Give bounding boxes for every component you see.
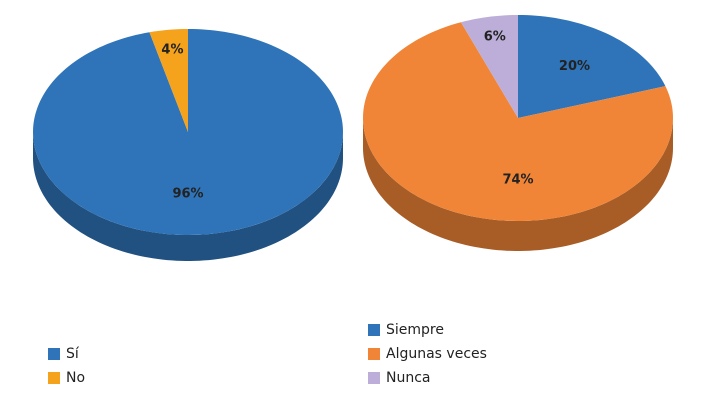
- value-label: 6%: [484, 30, 506, 45]
- legend-label: Nunca: [386, 370, 431, 386]
- legend-label: No: [66, 370, 85, 386]
- value-label: 20%: [559, 59, 590, 74]
- legend-swatch: [48, 372, 60, 384]
- legend-label: Algunas veces: [386, 346, 487, 362]
- legend-swatch: [368, 372, 380, 384]
- legend-swatch: [368, 348, 380, 360]
- legend-label: Siempre: [386, 322, 444, 338]
- legend-swatch: [48, 348, 60, 360]
- legend-label: Sí: [66, 346, 80, 362]
- pie-slice: [363, 22, 673, 221]
- pie-side: [363, 118, 673, 251]
- pie-slice: [33, 29, 343, 235]
- pie-slice: [149, 29, 188, 132]
- pie-side: [33, 132, 343, 261]
- value-label: 4%: [161, 43, 183, 58]
- pie-slice: [518, 15, 666, 118]
- legend-swatch: [368, 324, 380, 336]
- pie-slice: [460, 15, 518, 118]
- value-label: 96%: [172, 186, 203, 201]
- value-label: 74%: [502, 172, 533, 187]
